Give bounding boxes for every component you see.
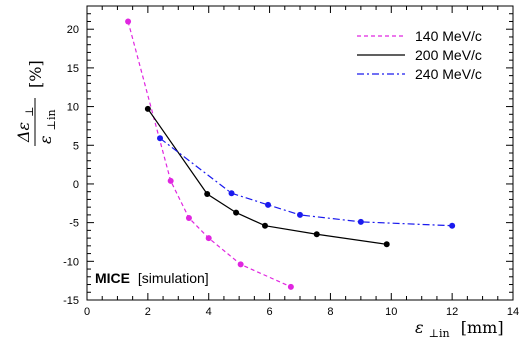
y-tick-label: 15 bbox=[67, 63, 79, 75]
data-point bbox=[125, 18, 132, 25]
annotation-rest: [simulation] bbox=[138, 270, 209, 286]
x-tick-label: 2 bbox=[145, 306, 151, 318]
legend: 140 MeV/c 200 MeV/c 240 MeV/c bbox=[357, 28, 482, 82]
y-label-unit: [%] bbox=[26, 60, 45, 88]
data-point bbox=[262, 222, 269, 229]
data-point bbox=[144, 105, 151, 112]
data-point bbox=[449, 222, 456, 229]
data-point bbox=[204, 191, 211, 198]
data-point bbox=[233, 209, 240, 216]
y-tick-label: -5 bbox=[69, 218, 79, 230]
x-label-symbol: ε bbox=[415, 318, 424, 337]
legend-label-140: 140 MeV/c bbox=[415, 28, 482, 44]
x-tick-label: 10 bbox=[385, 306, 397, 318]
simulation-annotation: MICE [simulation] bbox=[95, 270, 209, 286]
x-label-sub: ⊥in bbox=[429, 327, 450, 340]
data-point bbox=[265, 201, 272, 208]
series-line-2 bbox=[159, 137, 453, 227]
series-line-0 bbox=[127, 21, 292, 288]
data-point bbox=[157, 135, 164, 142]
x-tick-label: 6 bbox=[267, 306, 273, 318]
y-label-num-sub: ⊥ bbox=[23, 106, 36, 116]
x-tick-label: 4 bbox=[206, 306, 212, 318]
y-tick-label: 10 bbox=[67, 102, 79, 114]
data-point bbox=[297, 211, 303, 218]
y-label-num-text: Δε bbox=[14, 122, 33, 143]
x-tick-label: 12 bbox=[446, 306, 458, 318]
legend-label-240: 240 MeV/c bbox=[415, 66, 482, 82]
data-point bbox=[185, 214, 192, 221]
data-point bbox=[383, 241, 390, 248]
x-tick-label: 0 bbox=[84, 306, 90, 318]
y-tick-label: -10 bbox=[63, 256, 79, 268]
y-tick-label: -15 bbox=[63, 295, 79, 307]
x-tick-label: 8 bbox=[327, 306, 333, 318]
y-tick-label: 0 bbox=[73, 179, 79, 191]
x-tick-label: 14 bbox=[507, 306, 519, 318]
legend-label-200: 200 MeV/c bbox=[415, 47, 482, 63]
data-point bbox=[205, 235, 212, 242]
data-point bbox=[167, 177, 174, 184]
data-point bbox=[237, 261, 244, 268]
data-point bbox=[228, 190, 235, 197]
y-label-numerator: Δε ⊥ bbox=[14, 106, 36, 143]
y-label-den-sub: ⊥in bbox=[45, 109, 58, 130]
series-line-1 bbox=[147, 108, 387, 245]
y-label-den-text: ε bbox=[36, 135, 55, 144]
annotation-bold: MICE bbox=[95, 270, 130, 286]
y-label-denominator: ε ⊥in bbox=[36, 109, 58, 144]
x-axis-label: ε ⊥in [mm] bbox=[415, 318, 504, 341]
data-point bbox=[287, 283, 294, 290]
data-point bbox=[313, 231, 320, 238]
series-layer bbox=[125, 18, 456, 290]
x-label-unit: [mm] bbox=[461, 318, 504, 337]
y-axis-label: Δε ⊥ ε ⊥in [%] bbox=[14, 60, 58, 146]
y-tick-label: 20 bbox=[67, 24, 79, 36]
axis-ticks: 0 2 4 6 8 10 12 14 -15 -10 -5 0 5 10 15 20 bbox=[63, 5, 519, 318]
data-point bbox=[357, 218, 364, 225]
y-tick-label: 5 bbox=[73, 140, 79, 152]
